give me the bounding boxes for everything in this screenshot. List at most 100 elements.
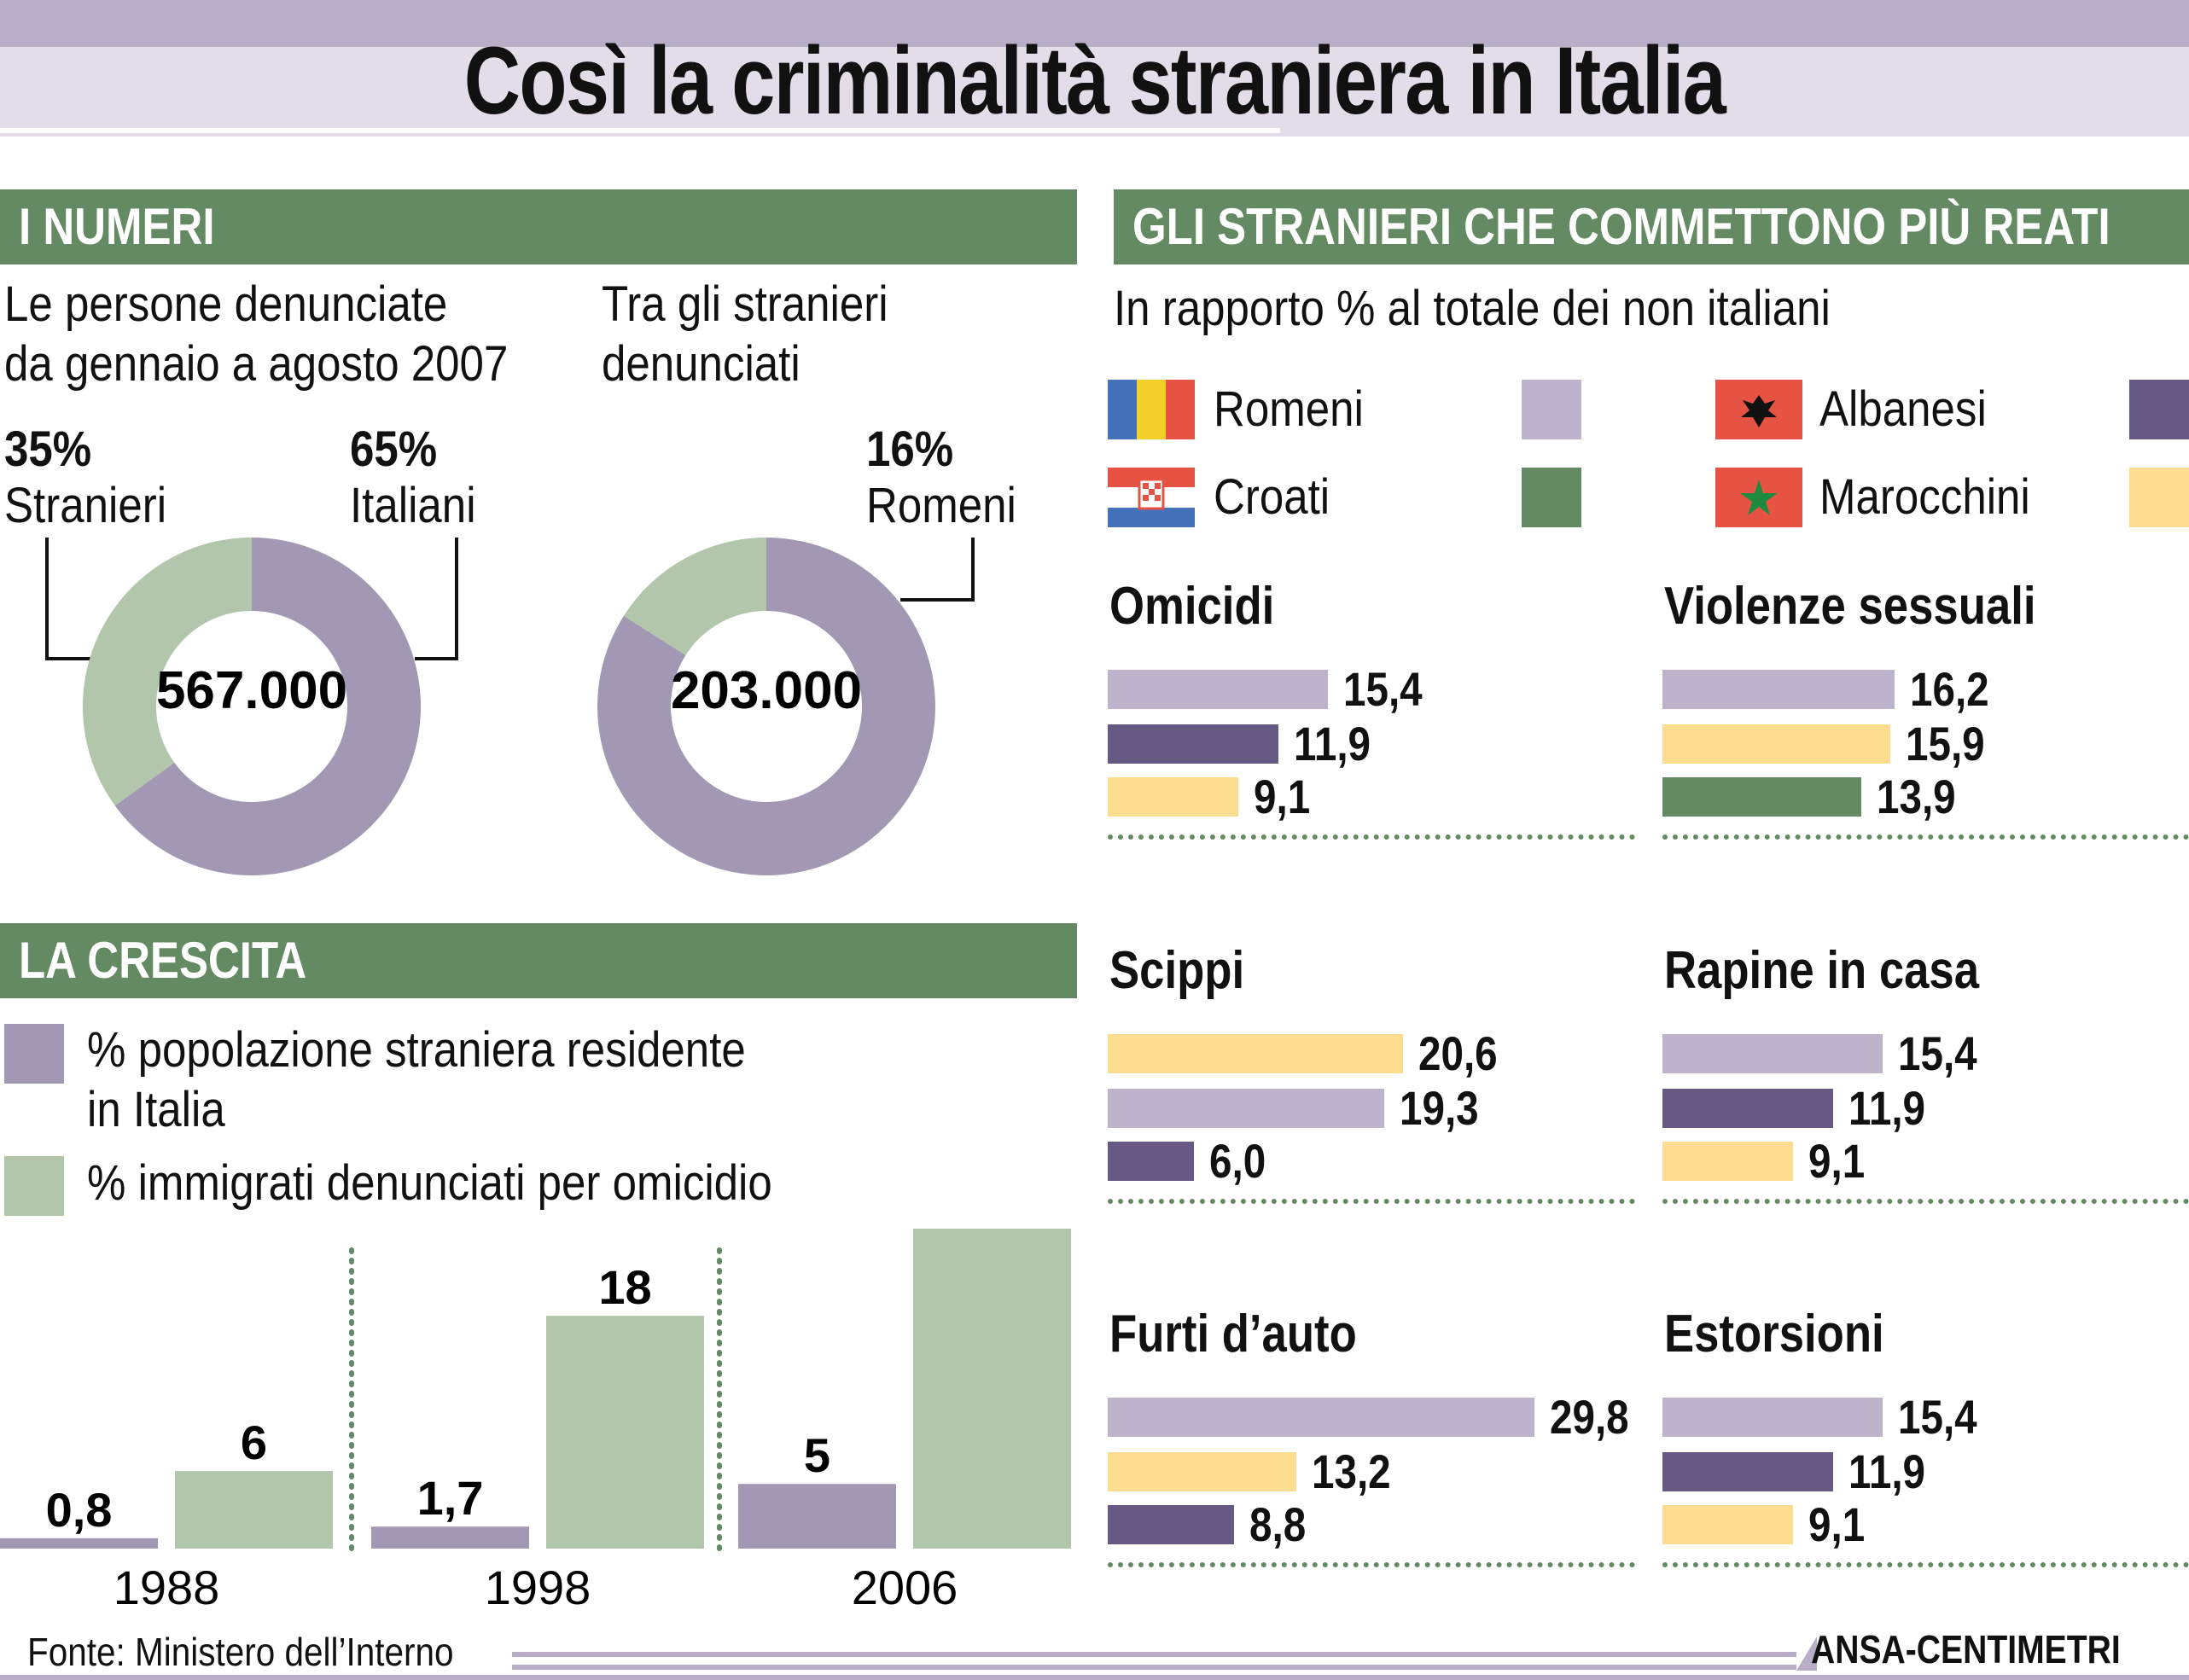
crime-chart-title: Furti d’auto [1109, 1305, 1357, 1363]
donut2-caption-line1: Tra gli stranieri [602, 276, 888, 332]
crime-bar-value: 8,8 [1249, 1497, 1306, 1551]
crime-bar-romeni [1662, 1034, 1883, 1073]
donut2-center-label: 203.000 [671, 661, 862, 720]
legend-albanesi-swatch [2129, 380, 2189, 439]
footer-band [0, 1675, 2189, 1680]
crime-bar-albanesi [1662, 1089, 1833, 1128]
crime-bar-romeni [1108, 1089, 1384, 1128]
crime-chart-divider [1108, 1562, 1635, 1567]
bar-label-popolazione-2006: 5 [804, 1428, 830, 1482]
bar-omicidio-2006 [913, 1229, 1071, 1549]
crime-bar-romeni [1108, 670, 1329, 709]
footer-source: Fonte: Ministero dell’Interno [27, 1630, 454, 1674]
crime-chart-title: Omicidi [1109, 577, 1275, 636]
crime-bar-marocchini [1108, 777, 1238, 817]
crime-bar-romeni [1662, 670, 1895, 709]
page-title: Così la criminalità straniera in Italia [463, 27, 1726, 134]
crime-bar-value: 15,4 [1898, 1390, 1978, 1444]
donut1-italiani-pct: 65% [350, 421, 438, 477]
footer-line-bottom [512, 1665, 1796, 1670]
legend-swatch-omicidio [4, 1156, 64, 1216]
crime-chart-divider [1662, 834, 2189, 840]
year-label-2006: 2006 [852, 1561, 958, 1614]
donut1-leader-italiani [415, 538, 458, 660]
donut2-romeni-pct: 16% [866, 421, 954, 477]
bar-label-popolazione-1998: 1,7 [417, 1471, 484, 1525]
crime-bar-value: 9,1 [1808, 1134, 1865, 1188]
crime-chart-title: Violenze sessuali [1664, 577, 2036, 636]
crime-bar-value: 20,6 [1418, 1026, 1498, 1080]
crime-bar-value: 19,3 [1399, 1081, 1479, 1135]
crime-bar-value: 9,1 [1808, 1497, 1865, 1551]
crime-bar-marocchini [1662, 1142, 1793, 1181]
title-divider [0, 128, 1280, 133]
crime-bar-value: 29,8 [1550, 1390, 1629, 1444]
crime-bar-value: 15,4 [1898, 1026, 1978, 1080]
albania-flag-icon [1715, 380, 1802, 439]
donut1-center-label: 567.000 [156, 661, 347, 720]
legend-romeni-swatch [1522, 380, 1581, 439]
bar-omicidio-1998 [546, 1316, 704, 1549]
crime-bar-value: 13,2 [1312, 1445, 1392, 1498]
legend-popolazione-line1: % popolazione straniera residente [87, 1022, 746, 1078]
crime-chart-title: Estorsioni [1664, 1305, 1884, 1363]
bar-label-omicidio-1998: 18 [598, 1260, 651, 1314]
romania-flag-icon [1108, 380, 1195, 439]
legend-croati-label: Croati [1214, 469, 1330, 525]
crime-chart-title: Scippi [1109, 941, 1245, 1000]
legend-albanesi-label: Albanesi [1819, 381, 1987, 437]
section-header-numeri: I NUMERI [0, 189, 1077, 264]
crime-bar-value: 15,4 [1343, 662, 1423, 716]
donut1-italiani-label: Italiani [350, 478, 476, 533]
legend-croati-swatch [1522, 468, 1581, 527]
donut1-slice-stranieri [83, 538, 253, 806]
donut2-romeni-label: Romeni [866, 478, 1016, 533]
crime-bar-marocchini [1662, 724, 1890, 764]
crime-chart-divider [1108, 834, 1635, 840]
crime-chart-omicidi: Omicidi 15,4 11,9 9,1 [1108, 576, 1637, 849]
year-label-1998: 1998 [485, 1561, 591, 1614]
crime-chart-divider [1662, 1562, 2189, 1567]
legend-marocchini-label: Marocchini [1819, 469, 2030, 525]
donut1 [83, 538, 421, 875]
legend-swatch-popolazione [4, 1024, 64, 1084]
bar-popolazione-1998 [371, 1526, 529, 1549]
donut2-slice-romeni [623, 538, 766, 655]
footer-notch [1796, 1636, 1817, 1671]
crime-chart-title: Rapine in casa [1664, 941, 1980, 1000]
crime-bar-value: 11,9 [1293, 717, 1371, 770]
crime-chart-estorsioni: Estorsioni 15,4 11,9 9,1 [1662, 1304, 2189, 1577]
donut1-stranieri-label: Stranieri [4, 478, 167, 533]
legend-popolazione-line2: in Italia [87, 1082, 225, 1137]
year-label-1988: 1988 [114, 1561, 220, 1614]
donut1-leader-stranieri [45, 538, 92, 660]
donut-charts: 567.000 203.000 [45, 538, 975, 875]
donut2-caption-line2: denunciati [602, 336, 800, 392]
bar-label-popolazione-1988: 0,8 [46, 1483, 113, 1537]
section-header-stranieri: GLI STRANIERI CHE COMMETTONO PIÙ REATI [1114, 189, 2189, 264]
crime-chart-violenze-sessuali: Violenze sessuali 16,2 15,9 13,9 [1662, 576, 2189, 849]
crime-bar-albanesi [1662, 1452, 1833, 1491]
title-band [0, 47, 2189, 137]
donut1-caption-line1: Le persone denunciate [4, 276, 448, 332]
crime-chart-scippi: Scippi 20,6 19,3 6,0 [1108, 940, 1637, 1213]
crime-chart-divider [1108, 1199, 1635, 1204]
donut2-slice-altri [597, 538, 936, 875]
crime-bar-marocchini [1108, 1452, 1297, 1491]
section-header-crescita: LA CRESCITA [0, 923, 1077, 998]
title-band-top [0, 0, 2189, 47]
legend-omicidio: % immigrati denunciati per omicidio [87, 1155, 772, 1211]
crime-bar-romeni [1662, 1398, 1883, 1437]
footer-credit: ANSA-CENTIMETRI [1811, 1627, 2121, 1671]
legend-marocchini-swatch [2129, 468, 2189, 527]
crime-bar-albanesi [1108, 1505, 1234, 1544]
crime-bar-value: 16,2 [1909, 662, 1989, 716]
crime-bar-croati [1662, 777, 1862, 817]
donut1-slice-italiani [114, 538, 421, 875]
bar-label-omicidio-1988: 6 [241, 1416, 267, 1469]
crime-chart-rapine-in-casa: Rapine in casa 15,4 11,9 9,1 [1662, 940, 2189, 1213]
crime-bar-value: 9,1 [1253, 770, 1310, 823]
bar-omicidio-1988 [175, 1471, 333, 1549]
morocco-flag-icon [1715, 468, 1802, 527]
